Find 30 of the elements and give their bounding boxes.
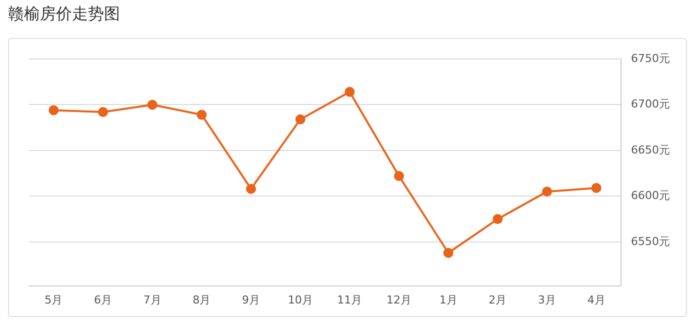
x-tick-label: 9月 bbox=[242, 293, 260, 306]
x-tick-label: 12月 bbox=[386, 293, 412, 306]
x-tick-label: 3月 bbox=[538, 293, 556, 306]
x-tick-label: 4月 bbox=[587, 293, 606, 306]
point bbox=[295, 114, 306, 124]
point bbox=[394, 171, 404, 182]
x-tick-label: 11月 bbox=[337, 293, 362, 306]
point bbox=[591, 182, 602, 193]
point bbox=[542, 186, 552, 197]
x-tick-label: 7月 bbox=[143, 293, 162, 306]
x-tick-label: 10月 bbox=[288, 293, 313, 306]
point bbox=[196, 110, 207, 120]
y-tick-label: 6600元 bbox=[631, 189, 670, 202]
point bbox=[246, 184, 256, 194]
y-tick-label: 6650元 bbox=[631, 143, 670, 156]
point bbox=[344, 86, 355, 97]
x-tick-label: 6月 bbox=[94, 293, 112, 306]
point bbox=[98, 107, 108, 118]
x-tick-label: 1月 bbox=[439, 293, 458, 306]
point bbox=[492, 214, 503, 224]
point bbox=[443, 248, 454, 258]
x-tick-label: 5月 bbox=[44, 293, 63, 306]
y-tick-label: 6550元 bbox=[631, 234, 670, 248]
point bbox=[147, 100, 158, 110]
y-tick-label: 6700元 bbox=[631, 98, 670, 111]
y-tick-label: 6750元 bbox=[631, 52, 670, 65]
chart-title: 赣榆房价走势图 bbox=[8, 4, 121, 25]
point bbox=[48, 105, 59, 116]
x-tick-label: 2月 bbox=[488, 293, 507, 306]
x-tick-label: 8月 bbox=[192, 293, 211, 306]
